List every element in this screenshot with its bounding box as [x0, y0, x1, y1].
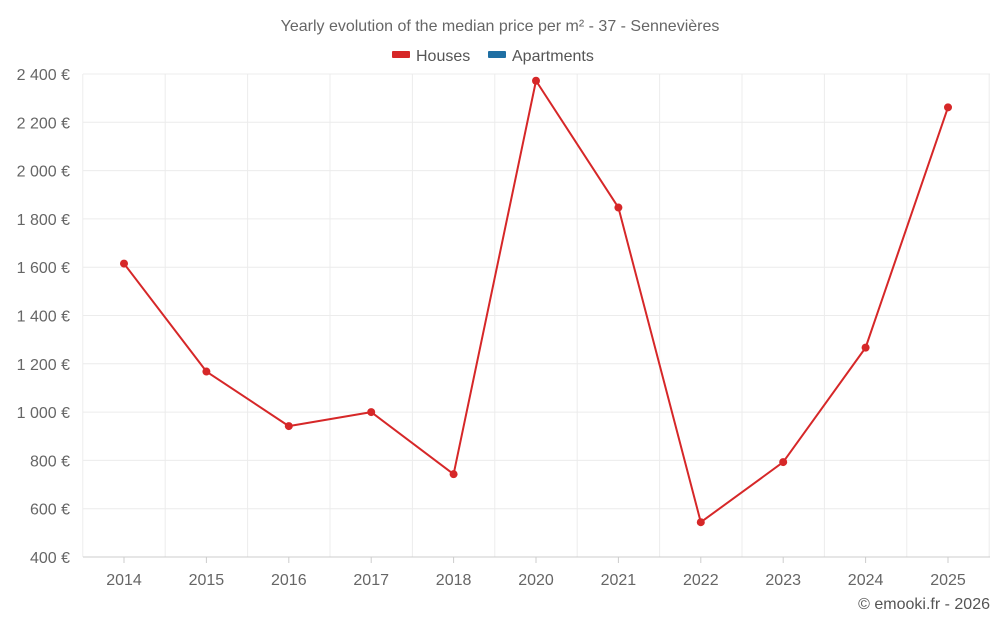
chart-title: Yearly evolution of the median price per… [281, 18, 720, 35]
y-tick-label: 1 000 € [17, 405, 70, 422]
y-tick-label: 2 200 € [17, 115, 70, 132]
y-tick-label: 2 400 € [17, 67, 70, 84]
x-tick-label: 2015 [189, 572, 225, 589]
legend-label-houses: Houses [416, 48, 470, 65]
data-point-houses-2020[interactable] [532, 76, 540, 85]
data-point-houses-2015[interactable] [202, 367, 211, 376]
credit-text: © emooki.fr - 2026 [858, 596, 990, 613]
series-houses [120, 76, 952, 527]
legend[interactable]: Houses Apartments [392, 48, 594, 65]
grid [82, 73, 990, 558]
y-axis: 400 € 600 € 800 € 1 000 € 1 200 € 1 400 € 1 60… [17, 67, 70, 567]
legend-label-apartments: Apartments [512, 48, 594, 65]
data-point-houses-2024[interactable] [861, 343, 870, 352]
x-tick-label: 2017 [353, 572, 389, 589]
x-tick-label: 2020 [518, 572, 554, 589]
legend-item-apartments[interactable]: Apartments [488, 48, 594, 65]
x-tick-label: 2023 [765, 572, 801, 589]
x-tick-label: 2014 [106, 572, 142, 589]
data-point-houses-2014[interactable] [120, 259, 128, 268]
x-tick-label: 2018 [436, 572, 472, 589]
x-tick-label: 2016 [271, 572, 307, 589]
y-tick-label: 800 € [30, 453, 70, 470]
data-point-houses-2018[interactable] [449, 470, 458, 479]
x-tick-label: 2025 [930, 572, 966, 589]
x-axis: 2014 2015 2016 2017 2018 2020 2021 2022 2023 2024… [83, 556, 990, 589]
y-tick-label: 1 400 € [17, 309, 70, 326]
data-point-houses-2017[interactable] [367, 408, 376, 417]
data-point-houses-2021[interactable] [614, 203, 623, 212]
y-tick-label: 1 200 € [17, 357, 70, 374]
data-point-houses-2016[interactable] [284, 422, 293, 431]
data-point-houses-2023[interactable] [779, 458, 788, 467]
x-tick-label: 2024 [848, 572, 884, 589]
legend-swatch-apartments [488, 51, 506, 58]
y-tick-label: 1 600 € [17, 260, 70, 277]
legend-swatch-houses [392, 51, 410, 58]
data-point-houses-2022[interactable] [696, 518, 705, 527]
y-tick-label: 2 000 € [17, 164, 70, 181]
y-tick-label: 400 € [30, 550, 70, 567]
y-tick-label: 600 € [30, 502, 70, 519]
x-tick-label: 2021 [601, 572, 637, 589]
data-point-houses-2025[interactable] [944, 103, 952, 112]
x-tick-label: 2022 [683, 572, 719, 589]
y-tick-label: 1 800 € [17, 212, 70, 229]
legend-item-houses[interactable]: Houses [392, 48, 470, 65]
